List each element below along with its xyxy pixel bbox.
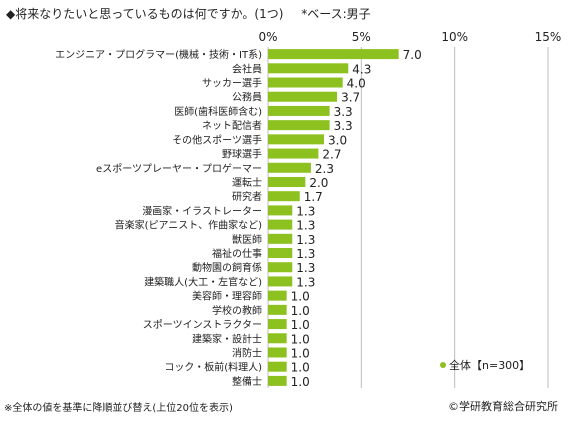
category-label: 動物園の飼育係	[192, 261, 262, 274]
category-label: 医師(歯科医師含む)	[174, 105, 262, 118]
bar	[268, 347, 287, 358]
bar	[268, 361, 287, 372]
x-tick-label: 0%	[258, 30, 277, 44]
value-label: 1.3	[296, 204, 315, 218]
value-label: 2.7	[322, 148, 341, 162]
value-label: 1.3	[296, 233, 315, 247]
legend-swatch	[440, 362, 446, 368]
copyright: ©学研教育総合研究所	[448, 400, 558, 413]
bar	[268, 63, 349, 74]
question-text: ◆将来なりたいと思っているものは何ですか。(1つ)	[6, 7, 284, 21]
value-label: 3.0	[328, 133, 347, 147]
value-label: 3.3	[334, 119, 353, 133]
value-label: 7.0	[403, 48, 422, 62]
bar	[268, 248, 293, 259]
bar	[268, 219, 293, 230]
bar	[268, 49, 399, 60]
category-label: コック・板前(料理人)	[164, 361, 262, 374]
bar	[268, 191, 300, 202]
bar	[268, 262, 293, 273]
value-label: 2.0	[309, 176, 328, 190]
category-label: 建築職人(大工・左官など)	[144, 275, 262, 288]
value-label: 1.0	[291, 318, 310, 332]
value-label: 1.7	[304, 190, 323, 204]
category-label: 福祉の仕事	[212, 247, 262, 260]
value-label: 1.0	[291, 361, 310, 375]
value-label: 1.3	[296, 261, 315, 275]
bar	[268, 162, 311, 173]
value-label: 3.3	[334, 105, 353, 119]
value-label: 1.3	[296, 247, 315, 261]
x-tick-label: 10%	[441, 30, 468, 44]
category-label: 漫画家・イラストレーター	[142, 204, 262, 217]
value-label: 4.0	[347, 77, 366, 91]
category-label: 研究者	[232, 190, 262, 203]
bar	[268, 176, 306, 187]
bar	[268, 120, 330, 131]
value-label: 1.0	[291, 346, 310, 360]
category-label: その他スポーツ選手	[172, 133, 262, 146]
bar	[268, 148, 319, 159]
bar	[268, 319, 287, 330]
bar	[268, 290, 287, 301]
value-label: 2.3	[315, 162, 334, 176]
legend: 全体【n=300】	[440, 357, 530, 373]
value-label: 3.7	[341, 91, 360, 105]
category-label: 学校の教師	[212, 304, 262, 317]
category-label: ネット配信者	[202, 120, 262, 132]
bar	[268, 233, 293, 244]
bar	[268, 205, 293, 216]
bar	[268, 375, 287, 386]
category-label: 消防士	[232, 346, 262, 359]
x-tick-label: 15%	[535, 30, 562, 44]
chart-title: ◆将来なりたいと思っているものは何ですか。(1つ) *ベース:男子	[6, 5, 371, 22]
value-label: 1.0	[291, 304, 310, 318]
category-label: 建築家・設計士	[192, 332, 262, 345]
category-label: エンジニア・プログラマー(機械・技術・IT系)	[55, 48, 262, 61]
bar	[268, 91, 338, 102]
x-tick-label: 5%	[352, 30, 371, 44]
footnote: ※全体の値を基準に降順並び替え(上位20位を表示)	[4, 403, 233, 414]
category-label: 整備士	[232, 375, 262, 388]
value-label: 4.3	[352, 62, 371, 76]
category-label: 運転士	[232, 176, 262, 189]
category-label: スポーツインストラクター	[143, 319, 262, 331]
category-label: サッカー選手	[202, 77, 262, 90]
value-label: 1.0	[291, 290, 310, 304]
value-label: 1.3	[296, 219, 315, 233]
category-label: 音楽家(ピアニスト、作曲家など)	[115, 219, 263, 232]
category-label: 美容師・理容師	[192, 290, 262, 303]
bar	[268, 304, 287, 315]
value-label: 1.0	[291, 332, 310, 346]
category-label: 公務員	[232, 91, 262, 104]
value-label: 1.0	[291, 375, 310, 389]
bar	[268, 276, 293, 287]
base-note: *ベース:男子	[301, 7, 371, 21]
bar	[268, 134, 324, 145]
bar	[268, 105, 330, 116]
category-label: 会社員	[232, 62, 262, 75]
bar	[268, 333, 287, 344]
category-label: 獣医師	[232, 233, 262, 246]
category-label: eスポーツプレーヤー・プロゲーマー	[96, 163, 262, 175]
value-label: 1.3	[296, 275, 315, 289]
legend-label: 全体【n=300】	[449, 359, 531, 372]
bar	[268, 77, 343, 88]
category-label: 野球選手	[222, 148, 262, 161]
